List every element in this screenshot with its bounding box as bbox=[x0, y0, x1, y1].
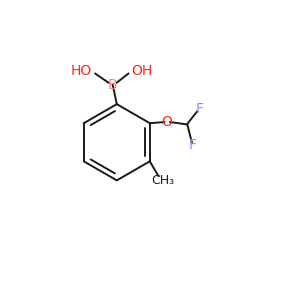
Text: CH₃: CH₃ bbox=[151, 175, 174, 188]
Text: O: O bbox=[162, 115, 172, 129]
Text: HO: HO bbox=[70, 64, 92, 78]
Text: F: F bbox=[188, 138, 196, 152]
Text: B: B bbox=[108, 77, 117, 92]
Text: OH: OH bbox=[132, 64, 153, 78]
Text: F: F bbox=[196, 102, 203, 116]
